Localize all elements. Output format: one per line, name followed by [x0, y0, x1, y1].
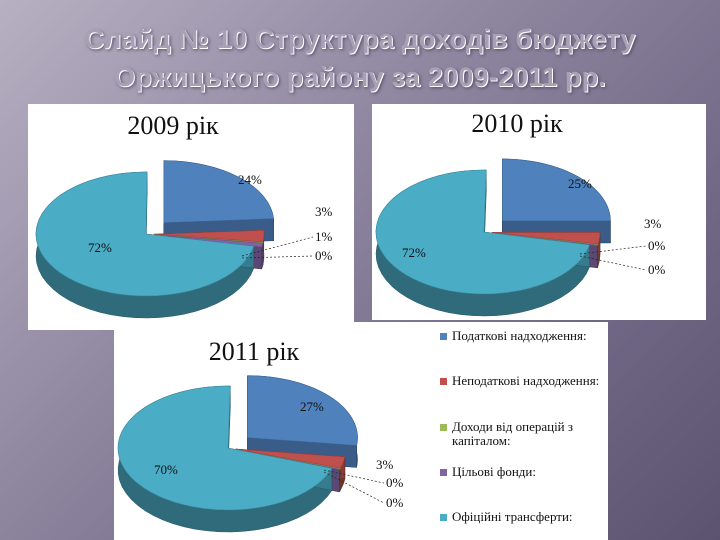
legend-swatch-funds	[440, 469, 447, 476]
data-label-funds: 0%	[386, 475, 404, 490]
data-label-tax: 25%	[568, 176, 592, 191]
data-label-tax: 27%	[300, 399, 324, 414]
leader-line	[579, 245, 647, 255]
pie-group	[35, 160, 274, 319]
slice-transfers	[35, 171, 255, 297]
legend-item-transfers: Офіційні трансферти:	[452, 509, 573, 524]
slice-tax	[247, 375, 358, 446]
data-label-capital: 0%	[648, 262, 666, 277]
data-label-funds: 1%	[315, 229, 333, 244]
leader-line	[323, 471, 385, 504]
legend-item-capital: Доходи від операцій з капіталом:	[452, 419, 574, 448]
legend-swatch-transfers	[440, 514, 447, 521]
legend-swatch-nontax	[440, 378, 447, 385]
data-label-transfers: 70%	[154, 462, 178, 477]
data-label-capital: 0%	[386, 495, 404, 510]
slice-nontax	[491, 232, 601, 245]
data-label-nontax: 3%	[644, 216, 662, 231]
leader-line	[579, 255, 647, 271]
data-label-transfers: 72%	[88, 240, 112, 255]
data-label-nontax: 3%	[315, 204, 333, 219]
slide-title: Слайд № 10 Структура доходів бюджету Орж…	[0, 20, 720, 96]
chart-panel-2010: 2010 рік 25% 3% 0% 0% 72%	[372, 104, 706, 320]
pie-chart-2010: 2010 рік 25% 3% 0% 0% 72%	[375, 109, 666, 317]
slice-tax	[502, 158, 611, 222]
chart-panel-2009: 2009 рік 24% 3% 0% 1% 72%	[28, 104, 354, 330]
slice-nontax	[235, 448, 346, 469]
pie-group	[375, 158, 611, 317]
data-label-transfers: 72%	[402, 245, 426, 260]
slice-tax	[163, 160, 274, 223]
data-label-capital: 0%	[315, 248, 333, 263]
slice-transfers	[375, 169, 591, 295]
data-label-funds: 0%	[648, 238, 666, 253]
legend-item-tax: Податкові надходження:	[452, 328, 587, 343]
slice-nontax	[153, 229, 265, 243]
pie-group	[117, 375, 358, 533]
chart-title: 2011 рік	[209, 337, 300, 366]
legend-item-funds: Цільові фонди:	[452, 464, 536, 479]
leader-line	[241, 236, 314, 257]
data-label-nontax: 3%	[376, 457, 394, 472]
slide-title-line1: Слайд № 10 Структура доходів бюджету	[84, 24, 636, 54]
slice-transfers	[117, 385, 333, 511]
legend-swatch-capital	[440, 424, 447, 431]
data-label-tax: 24%	[238, 172, 262, 187]
pie-chart-2011: 2011 рік 27% 3% 0% 0% 70%	[117, 337, 404, 533]
legend-item-nontax: Неподаткові надходження:	[452, 373, 600, 388]
slide-title-line2: Оржицького району за 2009-2011 рр.	[113, 62, 607, 92]
chart-title: 2010 рік	[471, 109, 563, 138]
legend-swatch-tax	[440, 333, 447, 340]
chart-title: 2009 рік	[127, 111, 219, 140]
chart-panel-2011: 2011 рік 27% 3% 0% 0% 70% Податкові надходжен…	[114, 322, 608, 540]
pie-chart-2009: 2009 рік 24% 3% 0% 1% 72%	[35, 111, 333, 319]
